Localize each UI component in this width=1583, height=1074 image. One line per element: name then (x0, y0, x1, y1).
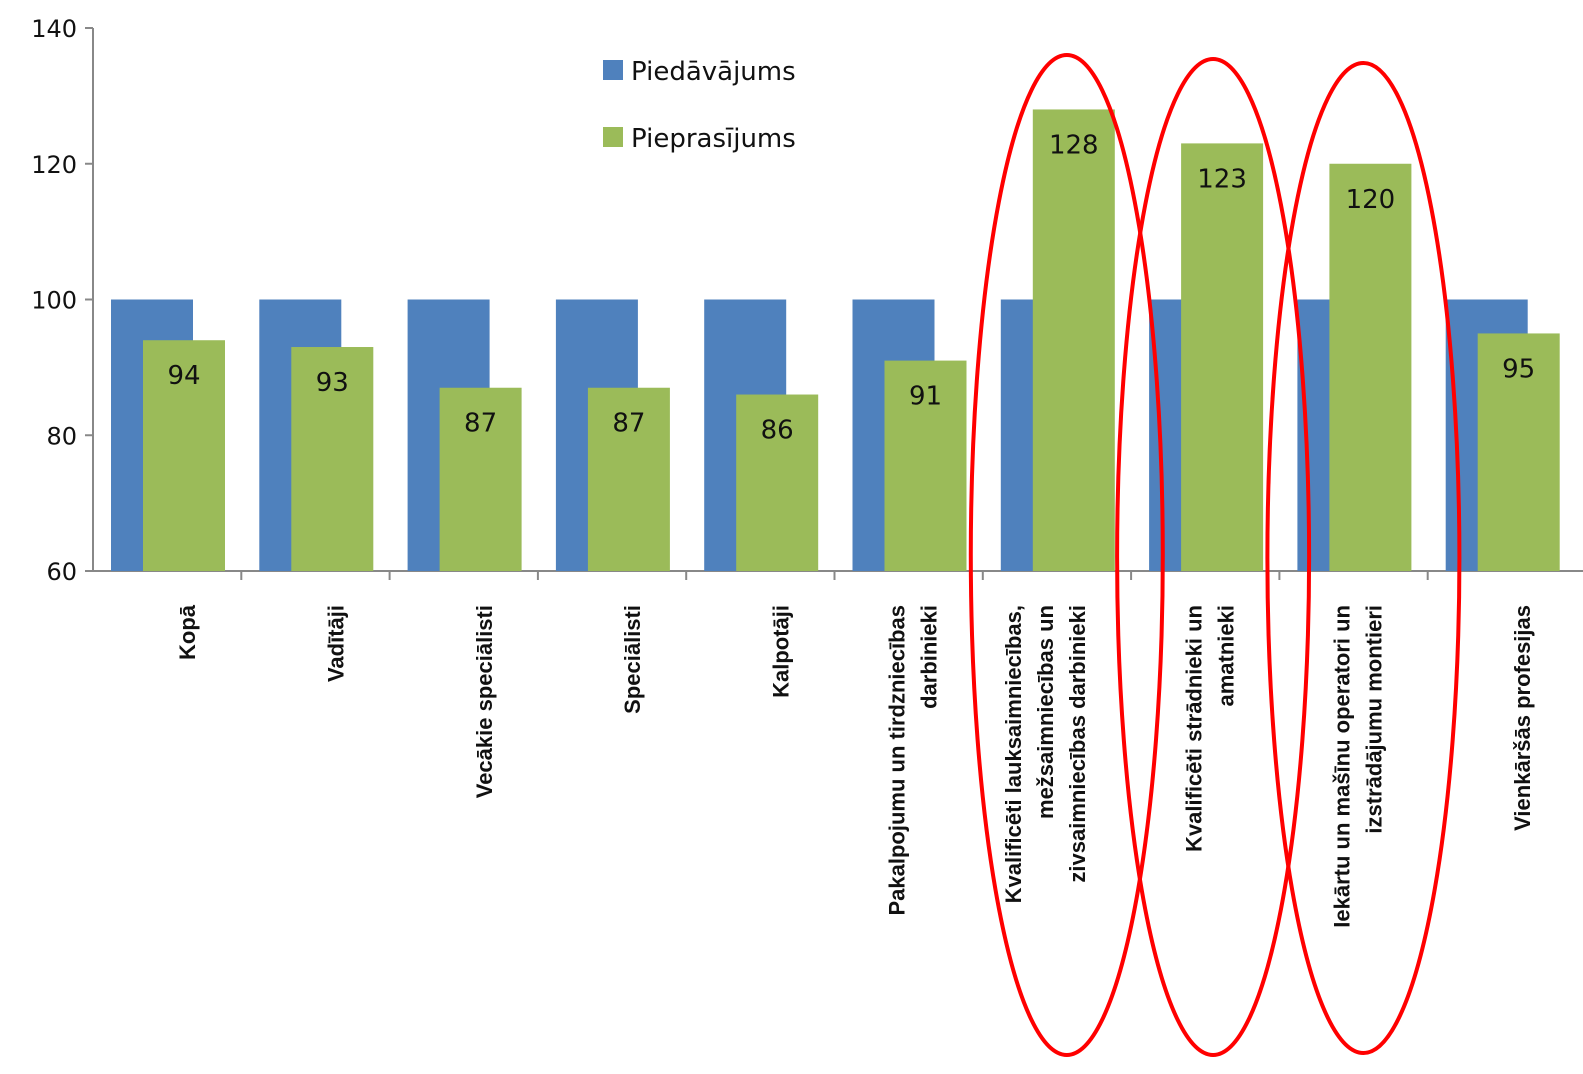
bar-pieprasijums (1329, 163, 1412, 571)
category-label-line: Speciālisti (620, 605, 645, 714)
category-label: Kopā (175, 604, 200, 660)
data-label: 87 (464, 409, 497, 439)
category-label: Vecākie speciālisti (472, 605, 497, 798)
category-label: Kalpotāji (768, 605, 793, 698)
category-label-line: Vecākie speciālisti (472, 605, 497, 798)
category-label: Kvalificēti strādnieki un amatnieki (1181, 605, 1238, 852)
highlight-ellipse (1265, 61, 1462, 1055)
category-label: Kvalificēti lauksaimniecības, mežsaimniec… (1001, 605, 1090, 903)
category-label-line: Kalpotāji (768, 605, 793, 698)
bar-pieprasijums (1181, 143, 1264, 571)
data-label: 93 (316, 368, 349, 398)
bar-pieprasijums (884, 360, 967, 571)
bar-pieprasijums (439, 387, 522, 571)
category-label-line: izstrādājumu montieri (1362, 605, 1387, 834)
category-label-line: zivsaimniecības darbinieki (1065, 605, 1090, 883)
category-label-line: Kvalificēti strādnieki un (1181, 605, 1206, 852)
data-label: 95 (1502, 354, 1535, 384)
category-label: Vadītāji (323, 605, 348, 682)
bar-pieprasijums (143, 340, 225, 571)
x-axis (93, 570, 1583, 580)
bar-pieprasijums (736, 394, 819, 571)
category-label-line: Kvalificēti lauksaimniecības, (1001, 605, 1026, 903)
y-tick-label: 60 (46, 558, 77, 586)
category-label-line: Vadītāji (323, 605, 348, 682)
legend-label: Piedāvājums (631, 57, 796, 87)
category-label-line: amatnieki (1213, 605, 1238, 707)
bar-pieprasijums (1477, 333, 1560, 571)
bar-pieprasijums (291, 347, 374, 571)
data-labels: 94 93 87 87 86 91 128 123 120 95 (167, 130, 1535, 445)
bar-pieprasijums (587, 387, 670, 571)
category-label-line: Pakalpojumu un tirdzniecības (885, 605, 910, 916)
y-tick-label: 80 (46, 422, 77, 450)
data-label: 94 (167, 361, 200, 391)
bars (111, 109, 1560, 571)
category-label-line: Kopā (175, 604, 200, 660)
category-label: Speciālisti (620, 605, 645, 714)
y-tick-label: 100 (31, 287, 77, 315)
data-label: 120 (1346, 185, 1396, 215)
highlight-ellipse (1115, 57, 1312, 1057)
y-axis: 60 80 100 120 140 (31, 15, 94, 586)
category-label: Iekārtu un mašīnu operatori un izstrādāju… (1330, 605, 1387, 928)
data-label: 91 (909, 382, 942, 412)
legend-swatch (603, 127, 623, 147)
data-label: 128 (1049, 130, 1099, 160)
bar-pieprasijums (1032, 109, 1115, 571)
category-label-line: darbinieki (917, 605, 942, 709)
legend-swatch (603, 60, 623, 80)
highlight-ellipse (968, 53, 1165, 1057)
category-labels: Kopā Vadītāji Vecākie speciālisti Speciālis… (175, 604, 1535, 927)
category-label-line: Vienkāršās profesijas (1510, 605, 1535, 831)
highlight-ellipses (968, 53, 1462, 1057)
y-tick-label: 140 (31, 15, 77, 43)
data-label: 123 (1197, 164, 1247, 194)
legend-label: Pieprasījums (631, 124, 796, 154)
legend: Piedāvājums Pieprasījums (603, 57, 796, 154)
category-label: Pakalpojumu un tirdzniecības darbinieki (885, 605, 942, 916)
category-label: Vienkāršās profesijas (1510, 605, 1535, 831)
category-label-line: mežsaimniecības un (1033, 605, 1058, 819)
data-label: 87 (612, 409, 645, 439)
data-label: 86 (761, 416, 794, 446)
y-tick-label: 120 (31, 151, 77, 179)
category-label-line: Iekārtu un mašīnu operatori un (1330, 605, 1355, 928)
